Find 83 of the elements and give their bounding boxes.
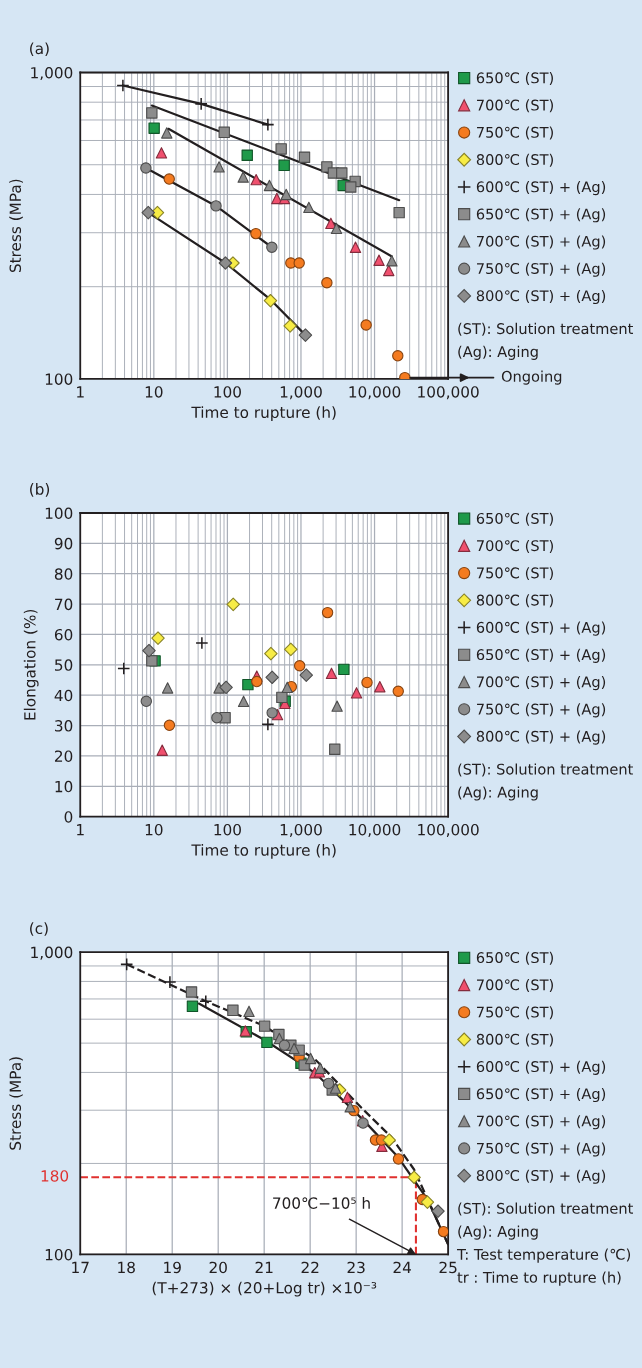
legend-label: 800℃ (ST) [476,594,553,608]
legend-label: 750℃ (ST) [477,126,553,140]
legend-label: 700℃ (ST) [477,979,553,993]
x-tick-label: 10 [145,386,163,398]
legend-label: 700℃ (ST) + (Ag) [477,235,606,250]
x-tick-label: 20 [209,1261,227,1274]
y-tick-label: 60 [54,628,73,641]
legend-label: 700℃ (ST) + (Ag) [477,1115,606,1130]
chart-title: (b) [30,483,50,497]
x-tick-label: 24 [393,1261,411,1274]
x-tick-label: 23 [347,1261,365,1274]
y-tick-label: 100 [45,373,73,385]
legend-label: 650℃ (ST) + (Ag) [476,1088,606,1103]
y-tick-label: 1,000 [31,66,73,81]
y-tick-label: 1,000 [31,946,73,960]
y-axis-title: Elongation (%) [23,609,39,720]
x-tick-label: 1 [77,386,84,398]
y-tick-label: 40 [54,689,73,702]
legend-label: 800℃ (ST) [476,1033,553,1047]
x-axis-title: (T+273) × (20+Log tr) ×10⁻³ [152,1281,377,1297]
legend-label: 700℃ (ST) [477,99,553,113]
text: (ST): Solution treatment [458,763,633,777]
legend-label: 750℃ (ST) + (Ag) [477,1142,606,1157]
x-tick-label: 100 [214,823,241,836]
text: (Ag): Aging [458,345,538,360]
text: (ST): Solution treatment [458,1202,633,1216]
x-tick-label: 1,000 [280,823,322,838]
y-tick-label: 100 [45,507,73,520]
y-tick-label: 100 [45,1248,73,1261]
legend-label: 800℃ (ST) [476,153,553,167]
text: T: Test temperature (℃) [456,1248,631,1263]
x-tick-label: 19 [164,1261,181,1274]
legend-label: 650℃ (ST) + (Ag) [476,208,606,223]
legend-label: 650℃ (ST) + (Ag) [476,648,606,663]
legend-label: 700℃ (ST) + (Ag) [477,676,606,691]
ref-line-label: 180 [41,1170,69,1182]
annotation: Ongoing [501,370,562,385]
legend-label: 800℃ (ST) + (Ag) [476,730,606,745]
text: tr : Time to rupture (h) [457,1271,621,1286]
legend-label: 750℃ (ST) [477,567,553,581]
x-tick-label: 25 [439,1261,457,1274]
x-axis-title: Time to rupture (h) [191,406,336,422]
x-tick-label: 1 [77,824,84,836]
y-axis-title: Stress (MPa) [9,1057,23,1150]
x-tick-label: 21 [255,1261,273,1274]
text: (ST): Solution treatment [458,322,633,336]
legend-label: 600℃ (ST) + (Ag) [476,621,606,636]
chart-title: (a) [30,42,49,57]
y-tick-label: 10 [55,780,73,793]
legend-label: 800℃ (ST) + (Ag) [476,1169,606,1184]
legend-label: 650℃ (ST) [476,72,553,86]
y-tick-label: 50 [55,659,73,671]
x-tick-label: 100,000 [418,386,479,400]
legend-label: 600℃ (ST) + (Ag) [476,181,606,196]
legend-label: 650℃ (ST) [476,951,553,965]
legend-label: 650℃ (ST) [476,512,553,526]
chart-title: (c) [30,922,48,936]
legend-label: 700℃ (ST) [477,539,553,553]
legend-label: 800℃ (ST) + (Ag) [476,289,606,305]
y-tick-label: 0 [64,811,73,823]
x-tick-label: 100,000 [418,823,479,838]
y-tick-label: 20 [54,750,73,762]
text: (Ag): Aging [458,1225,538,1240]
y-tick-label: 30 [55,720,73,732]
legend-label: 750℃ (ST) [477,1006,553,1020]
legend-label: 600℃ (ST) + (Ag) [476,1060,606,1075]
x-tick-label: 22 [301,1261,319,1274]
x-tick-label: 18 [118,1261,135,1274]
legend-label: 750℃ (ST) + (Ag) [477,262,606,277]
y-tick-label: 80 [54,568,73,580]
y-tick-label: 70 [55,598,73,611]
x-axis-title: Time to rupture (h) [191,843,336,859]
x-tick-label: 10 [145,823,163,836]
annotation: 700℃−10⁵ h [273,1197,370,1209]
x-tick-label: 10,000 [349,823,401,838]
y-axis-title: Stress (MPa) [9,179,23,273]
y-tick-label: 90 [54,537,73,550]
text: (Ag): Aging [458,786,538,801]
x-tick-label: 17 [72,1261,89,1274]
x-tick-label: 100 [214,386,241,398]
x-tick-label: 1,000 [280,386,322,400]
legend-label: 750℃ (ST) + (Ag) [477,703,606,718]
x-tick-label: 10,000 [349,386,401,400]
